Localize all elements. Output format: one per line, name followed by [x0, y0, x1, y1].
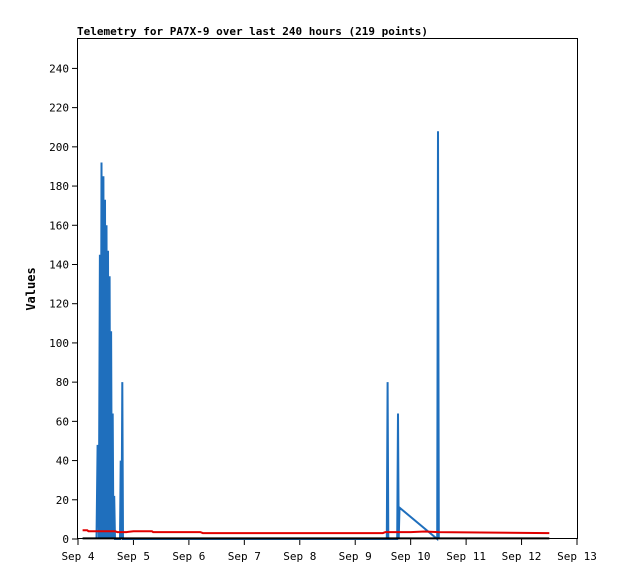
x-axis: Sep 4 Sep 5 Sep 6 Sep 7 Sep 8 Sep 9 Sep 10 Sep … [61, 539, 597, 563]
x-tick-label: Sep 6 [172, 550, 205, 563]
x-tick-label: Sep 12 [502, 550, 542, 563]
y-tick-label: 60 [56, 415, 69, 428]
plot-area-frame [77, 38, 578, 539]
y-tick-label: 180 [49, 180, 69, 193]
y-tick-label: 140 [49, 258, 69, 271]
y-tick-label: 240 [49, 62, 69, 75]
y-tick-label: 80 [56, 376, 69, 389]
series-2-line [82, 529, 550, 535]
x-tick-label: Sep 10 [391, 550, 431, 563]
x-tick-label: Sep 5 [117, 550, 150, 563]
y-axis: 0 20 40 60 80 100 120 140 160 180 200 220 240 [49, 62, 78, 546]
y-tick-label: 0 [62, 533, 69, 546]
y-tick-label: 120 [49, 298, 69, 311]
x-tick-label: Sep 9 [339, 550, 372, 563]
chart-title: Telemetry for PA7X-9 over last 240 hours… [77, 25, 428, 38]
y-tick-label: 20 [56, 494, 69, 507]
x-tick-label: Sep 11 [446, 550, 486, 563]
x-tick-label: Sep 7 [228, 550, 261, 563]
y-tick-label: 220 [49, 102, 69, 115]
y-tick-label: 40 [56, 455, 69, 468]
y-tick-label: 200 [49, 141, 69, 154]
y-tick-label: 160 [49, 219, 69, 232]
series-layer [82, 131, 550, 542]
series-1-line [95, 131, 440, 542]
x-tick-label: Sep 4 [61, 550, 94, 563]
x-tick-label: Sep 8 [283, 550, 316, 563]
y-tick-label: 100 [49, 337, 69, 350]
y-axis-label: Values [24, 267, 38, 310]
x-tick-label: Sep 13 [557, 550, 597, 563]
